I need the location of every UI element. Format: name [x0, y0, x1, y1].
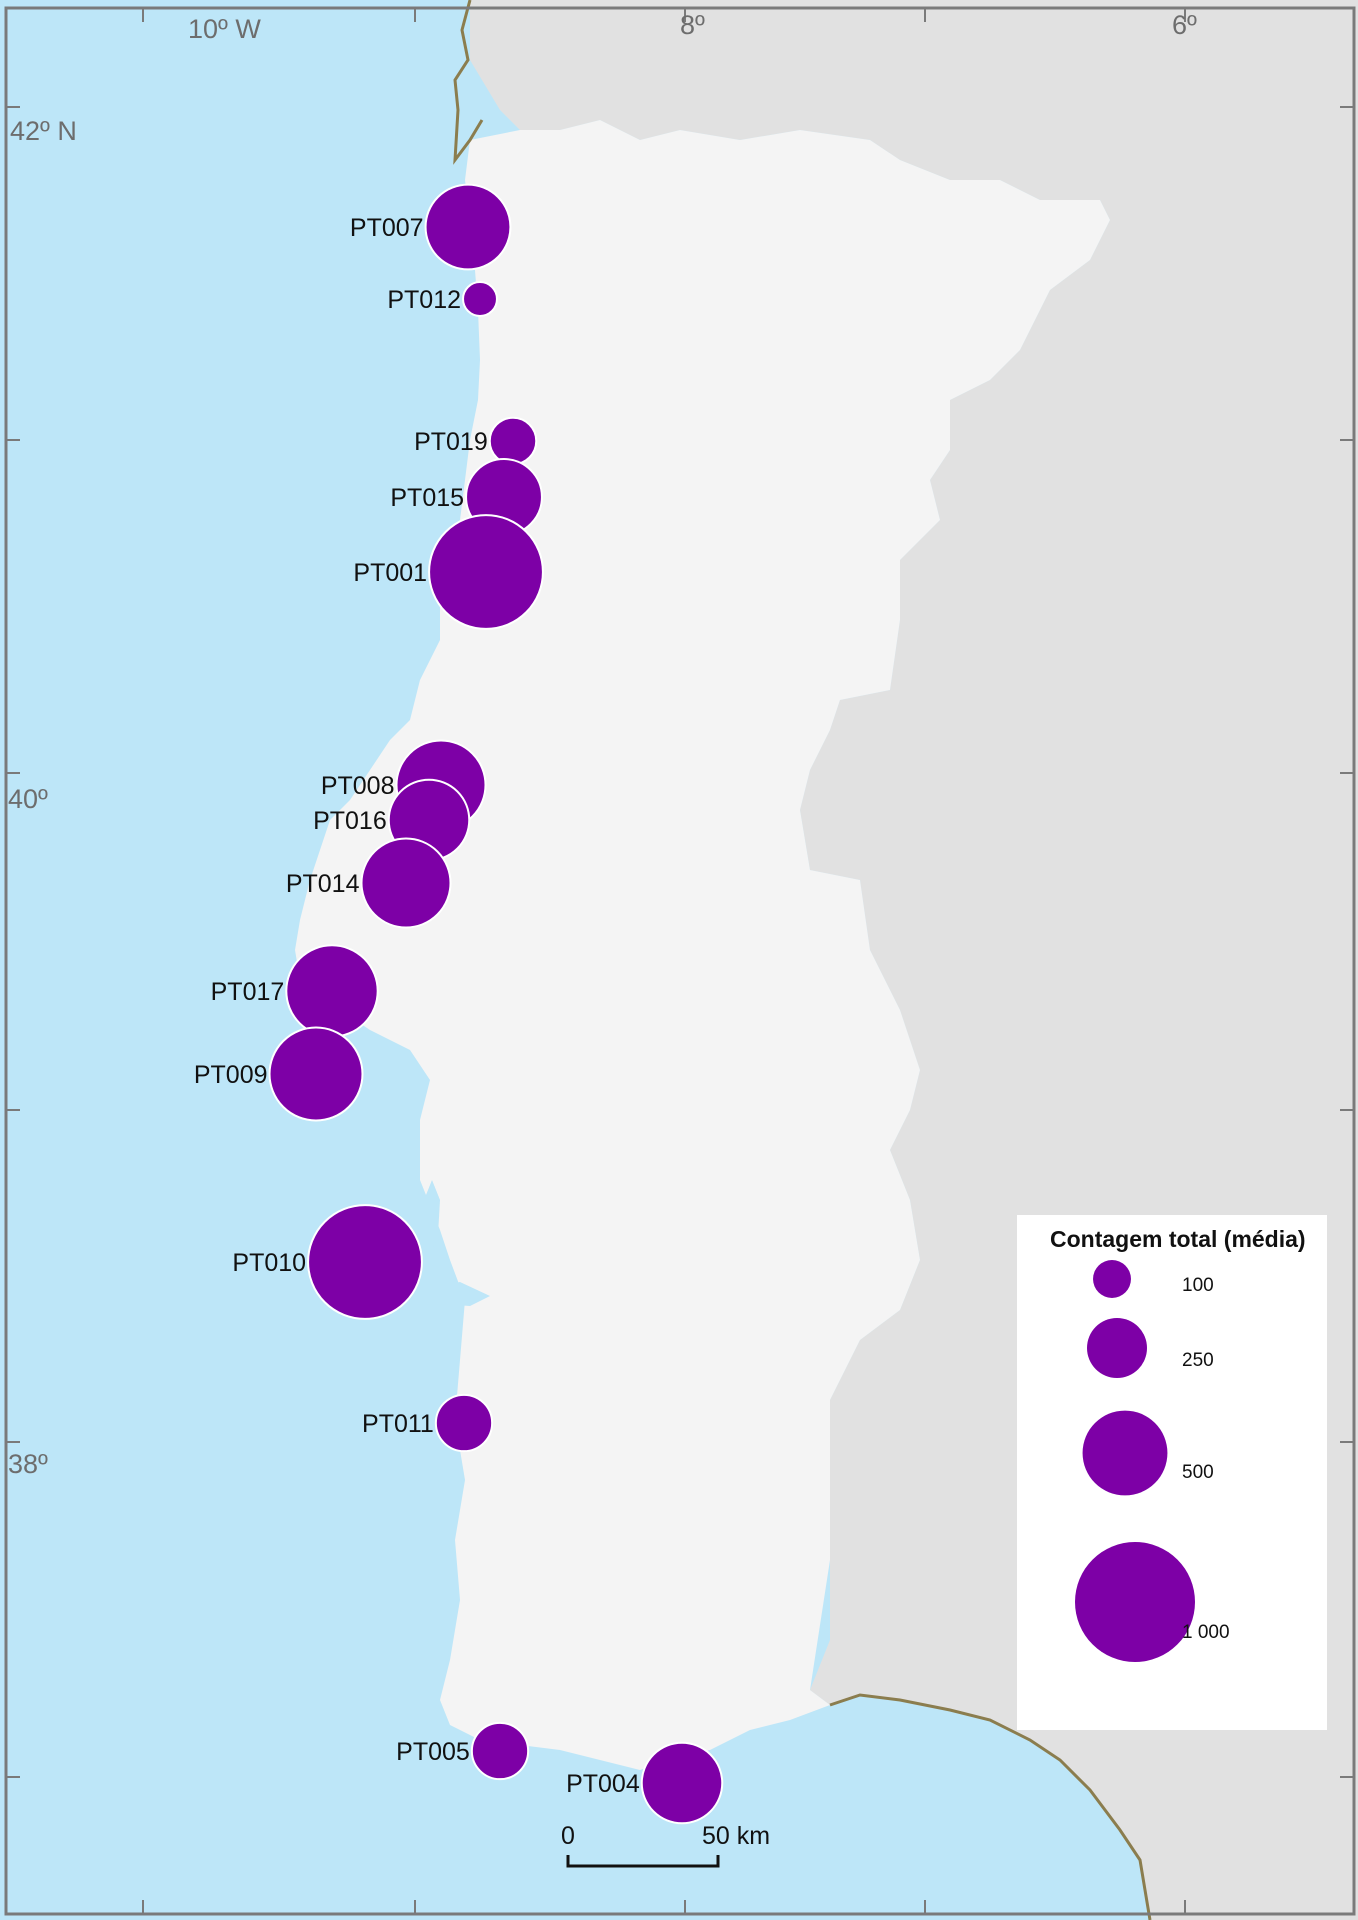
site-label-pt014: PT014 — [286, 870, 360, 898]
longitude-label-6: 6º — [1172, 10, 1197, 40]
site-label-pt019: PT019 — [414, 428, 488, 456]
site-symbol-pt011 — [434, 1393, 494, 1453]
legend-label-250: 250 — [1182, 1350, 1214, 1371]
sado-estuary — [420, 1282, 490, 1306]
legend-label-500: 500 — [1182, 1462, 1214, 1483]
latitude-label-42n: 42º N — [10, 116, 77, 146]
latitude-label-40: 40º — [8, 784, 48, 814]
site-label-pt008: PT008 — [321, 772, 395, 800]
legend-symbol-100 — [1093, 1260, 1131, 1298]
longitude-label-8: 8º — [680, 10, 705, 40]
scale-bar-end-label: 50 km — [702, 1822, 770, 1850]
site-label-pt001: PT001 — [353, 559, 427, 587]
site-symbol-pt009 — [268, 1026, 364, 1122]
scale-bar: 0 50 km — [561, 1822, 770, 1868]
site-label-pt016: PT016 — [313, 807, 387, 835]
graticule-ticks — [6, 8, 1354, 1914]
latitude-label-38: 38º — [8, 1449, 48, 1479]
site-symbol-pt005 — [470, 1721, 530, 1781]
legend: Contagem total (média) 100 250 500 1 000 — [1017, 1215, 1327, 1730]
legend-items: 100 250 500 1 000 — [1075, 1260, 1230, 1662]
site-label-pt007: PT007 — [350, 214, 424, 242]
guadiana-border — [829, 1693, 1152, 1920]
site-label-pt012: PT012 — [387, 286, 461, 314]
site-symbol-pt012 — [462, 281, 498, 317]
site-symbol-pt007 — [424, 183, 512, 271]
scale-bar-start-label: 0 — [561, 1822, 575, 1850]
site-symbol-pt001 — [428, 514, 544, 630]
site-label-pt009: PT009 — [194, 1061, 268, 1089]
scale-bar-line — [566, 1855, 720, 1868]
legend-label-100: 100 — [1182, 1275, 1214, 1296]
legend-title: Contagem total (média) — [1050, 1226, 1306, 1252]
map-frame — [4, 6, 1356, 1916]
site-label-pt011: PT011 — [362, 1410, 434, 1438]
legend-symbol-500 — [1082, 1410, 1168, 1496]
site-label-pt017: PT017 — [211, 978, 285, 1006]
site-symbol-pt019 — [488, 416, 538, 466]
legend-symbol-250 — [1087, 1318, 1147, 1378]
legend-box — [1017, 1215, 1327, 1730]
legend-symbol-1000 — [1075, 1542, 1195, 1662]
site-symbol-pt017 — [285, 944, 379, 1038]
site-symbol-pt010 — [307, 1204, 423, 1320]
site-label-pt005: PT005 — [396, 1738, 470, 1766]
site-label-pt004: PT004 — [566, 1770, 640, 1798]
site-label-pt015: PT015 — [390, 484, 464, 512]
site-label-pt010: PT010 — [232, 1249, 306, 1277]
site-symbol-pt004 — [640, 1741, 724, 1825]
longitude-label-10w: 10º W — [188, 14, 261, 44]
site-symbol-pt014 — [360, 837, 452, 929]
legend-label-1000: 1 000 — [1182, 1622, 1230, 1643]
minho-border — [453, 0, 484, 165]
sites-layer: PT007 PT012 PT019 PT015 PT001 PT008 PT016 PT014… — [194, 183, 724, 1825]
